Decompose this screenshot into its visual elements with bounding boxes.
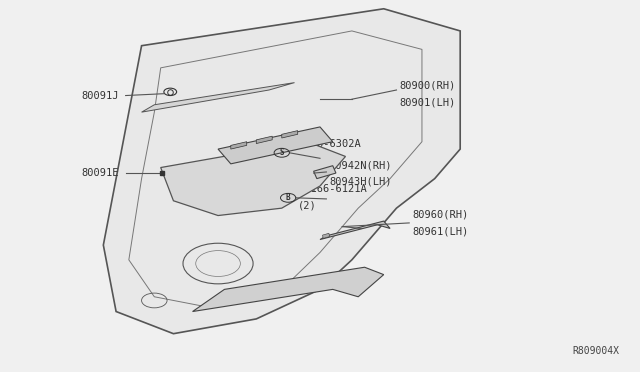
- Text: (2): (2): [298, 201, 317, 211]
- Text: 80961(LH): 80961(LH): [412, 227, 468, 237]
- Polygon shape: [314, 166, 336, 179]
- Text: (4): (4): [292, 156, 310, 166]
- Polygon shape: [231, 142, 246, 149]
- Text: 80942N(RH): 80942N(RH): [330, 160, 392, 170]
- Polygon shape: [103, 9, 460, 334]
- Polygon shape: [256, 136, 272, 144]
- Polygon shape: [218, 127, 333, 164]
- Polygon shape: [161, 142, 346, 215]
- Polygon shape: [320, 221, 390, 240]
- Text: S: S: [280, 148, 284, 157]
- Text: 08166-6121A: 08166-6121A: [298, 184, 367, 194]
- Text: 08566-6302A: 08566-6302A: [292, 139, 361, 149]
- Text: 80900(RH): 80900(RH): [399, 80, 456, 90]
- Text: B: B: [286, 193, 291, 202]
- Text: 80091E: 80091E: [82, 168, 119, 178]
- Text: 80091J: 80091J: [82, 90, 119, 100]
- Polygon shape: [193, 267, 384, 311]
- Polygon shape: [141, 83, 294, 112]
- Text: 80943H(LH): 80943H(LH): [330, 176, 392, 186]
- Text: R809004X: R809004X: [573, 346, 620, 356]
- Polygon shape: [323, 233, 330, 238]
- Text: 80960(RH): 80960(RH): [412, 210, 468, 220]
- Polygon shape: [282, 131, 298, 138]
- Text: 80901(LH): 80901(LH): [399, 97, 456, 108]
